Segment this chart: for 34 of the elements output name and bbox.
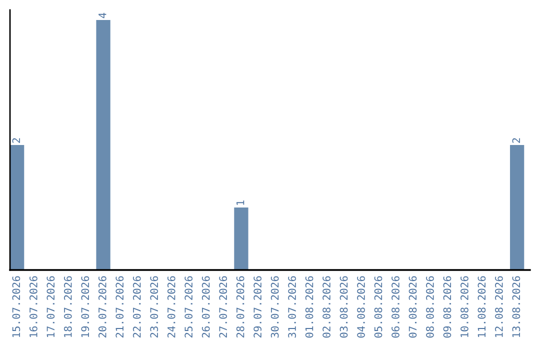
x-tick-label: 23.07.2026 <box>150 276 158 338</box>
x-tick-label: 04.08.2026 <box>357 276 365 338</box>
data-label: 2 <box>12 138 20 143</box>
x-tick-label: 15.07.2026 <box>12 276 20 338</box>
x-tick-label: 02.08.2026 <box>322 276 330 338</box>
x-tick-label: 05.08.2026 <box>374 276 382 338</box>
x-tick-label: 24.07.2026 <box>167 276 176 338</box>
x-tick-label: 19.07.2026 <box>81 276 90 338</box>
x-tick-label: 25.07.2026 <box>184 276 193 338</box>
x-tick-label: 03.08.2026 <box>340 276 348 338</box>
x-tick-label: 27.07.2026 <box>219 276 228 338</box>
x-tick-label: 20.07.2026 <box>98 276 106 338</box>
data-label: 2 <box>512 138 520 143</box>
x-tick-label: 31.07.2026 <box>288 276 296 338</box>
x-tick-label: 13.08.2026 <box>512 276 520 338</box>
x-tick-label: 07.08.2026 <box>408 276 417 338</box>
x-tick-label: 10.08.2026 <box>460 276 468 338</box>
data-label: 4 <box>98 12 106 18</box>
x-tick-label: 16.07.2026 <box>29 276 38 338</box>
data-label: 1 <box>236 200 244 205</box>
x-tick-label: 11.08.2026 <box>478 276 486 338</box>
x-tick-label: 22.07.2026 <box>132 276 141 338</box>
x-tick-label: 06.08.2026 <box>392 276 400 338</box>
x-tick-label: 21.07.2026 <box>116 276 124 338</box>
x-tick-label: 12.08.2026 <box>495 276 503 338</box>
x-tick-label: 29.07.2026 <box>254 276 262 338</box>
x-tick-label: 28.07.2026 <box>236 276 244 338</box>
x-tick-label: 18.07.2026 <box>64 276 72 338</box>
x-tick-label: 09.08.2026 <box>443 276 452 338</box>
x-tick-label: 26.07.2026 <box>202 276 210 338</box>
x-tick-label: 30.07.2026 <box>270 276 279 338</box>
x-tick-label: 08.08.2026 <box>426 276 434 338</box>
x-tick-label: 01.08.2026 <box>305 276 314 338</box>
x-tick-label: 17.07.2026 <box>46 276 55 338</box>
